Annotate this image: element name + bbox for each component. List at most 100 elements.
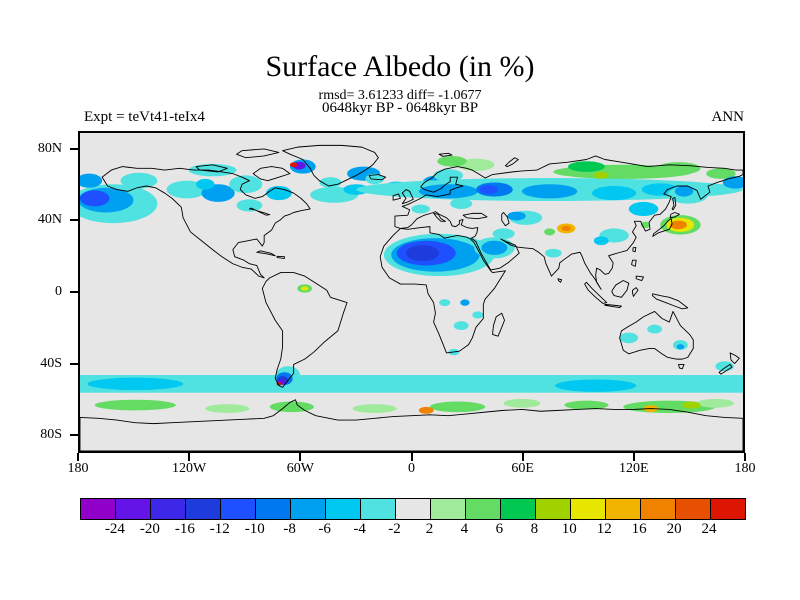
colorbar-tick-label: 20 <box>666 521 682 537</box>
anomaly-blob <box>80 190 110 207</box>
lat-tick-label: 80N <box>37 140 62 156</box>
anomaly-blob <box>507 211 526 221</box>
colorbar-tick-label: 8 <box>530 521 539 537</box>
anomaly-blob <box>682 401 701 409</box>
anomaly-layer <box>80 155 743 414</box>
anomaly-blob <box>229 175 263 194</box>
anomaly-blob <box>593 171 609 179</box>
colorbar-segment <box>325 499 360 519</box>
anomaly-blob <box>522 184 578 199</box>
coastline-sulawesi <box>633 288 639 297</box>
lon-tick-mark <box>77 453 79 461</box>
map-frame <box>78 131 745 453</box>
colorbar-tick-label: -2 <box>388 521 401 537</box>
coastline-sumatra <box>585 282 607 303</box>
anomaly-blob <box>439 299 451 307</box>
coastline-novaya-zemlya <box>505 158 518 167</box>
colorbar-tick-label: -20 <box>139 521 160 537</box>
anomaly-blob <box>591 186 637 201</box>
coastline-italy <box>434 213 446 221</box>
anomaly-blob <box>676 344 685 350</box>
experiment-label: Expt = teVt41-teIx4 <box>84 109 205 125</box>
coastline-svalbard <box>439 153 452 156</box>
lat-tick-mark <box>70 362 78 365</box>
coastline-great-lakes <box>249 208 269 215</box>
coastline-new-zealand-south <box>719 364 732 374</box>
anomaly-blob <box>656 162 701 175</box>
coastline-tasmania <box>679 364 685 368</box>
colorbar-tick-label: -10 <box>244 521 265 537</box>
colorbar-segment <box>360 499 395 519</box>
colorbar-segment <box>675 499 710 519</box>
lon-tick-mark <box>410 453 413 461</box>
coastline-britain <box>402 190 413 204</box>
colorbar <box>80 498 746 520</box>
anomaly-blob <box>472 311 484 319</box>
anomaly-blob <box>120 172 158 189</box>
lon-tick-mark <box>188 453 191 461</box>
coastline-australia <box>620 311 694 359</box>
anomaly-blob <box>706 168 736 179</box>
coastline-layer <box>80 145 743 451</box>
season-label: ANN <box>711 109 745 125</box>
lon-tick-label: 0 <box>408 461 415 476</box>
colorbar-segment <box>500 499 535 519</box>
colorbar-segment <box>710 499 745 519</box>
coastline-hokkaido <box>670 213 679 218</box>
anomaly-blob <box>674 186 694 197</box>
lat-tick-mark <box>70 434 78 437</box>
anomaly-blob <box>236 199 263 212</box>
coastline-new-zealand-north <box>730 353 739 364</box>
anomaly-blob <box>479 185 499 194</box>
coastline-black-sea <box>463 213 487 218</box>
coastline-south-america <box>262 273 347 388</box>
anomaly-blob <box>411 204 430 214</box>
colorbar-tick-label: 16 <box>631 521 647 537</box>
coastline-ireland <box>393 194 400 200</box>
lon-tick-mark <box>521 453 524 461</box>
world-map <box>80 133 743 451</box>
lon-tick-label: 120W <box>172 461 207 476</box>
lon-axis: 180 120W 60W 0 60E 120E 180 <box>68 453 756 487</box>
coastline-sri-lanka <box>558 279 562 283</box>
lon-tick-mark <box>299 453 302 461</box>
anomaly-blob <box>555 379 637 392</box>
lon-tick-mark <box>632 453 635 461</box>
colorbar-segment <box>150 499 185 519</box>
anomaly-blob <box>544 228 556 236</box>
coastline-hispaniola <box>277 256 284 258</box>
anomaly-blob <box>319 177 342 188</box>
lat-tick-label: 0 <box>55 284 62 299</box>
coastline-caspian-sea <box>502 213 509 226</box>
coastline-taiwan <box>633 247 636 251</box>
coastline-antarctica <box>80 400 743 451</box>
coastline-cuba <box>257 251 275 256</box>
lat-tick-label: 40N <box>37 212 62 228</box>
coastline-luzon <box>632 260 637 266</box>
lon-tick-label: 180 <box>734 461 756 476</box>
coastline-mindanao <box>636 276 643 280</box>
colorbar-segment <box>640 499 675 519</box>
colorbar-tick-label: -16 <box>174 521 195 537</box>
colorbar-segment <box>430 499 465 519</box>
colorbar-tick-label: -24 <box>104 521 125 537</box>
anomaly-blob <box>503 398 541 408</box>
coastline-madagascar <box>493 313 505 336</box>
anomaly-blob <box>628 201 659 217</box>
colorbar-tick-label: 24 <box>701 521 717 537</box>
coastline-java <box>605 304 622 307</box>
colorbar-segment <box>81 499 115 519</box>
anomaly-blob <box>647 324 662 334</box>
lon-tick-label: 60E <box>511 461 534 476</box>
colorbar-tick-label: 6 <box>495 521 504 537</box>
colorbar-tick-label: 2 <box>425 521 434 537</box>
coastline-new-guinea <box>652 294 687 309</box>
anomaly-blob <box>80 173 103 188</box>
anomaly-blob <box>205 404 250 414</box>
anomaly-blob <box>568 161 605 172</box>
anomaly-blob <box>405 245 440 262</box>
colorbar-segment <box>115 499 150 519</box>
colorbar-segment <box>535 499 570 519</box>
colorbar-tick-label: -8 <box>283 521 296 537</box>
